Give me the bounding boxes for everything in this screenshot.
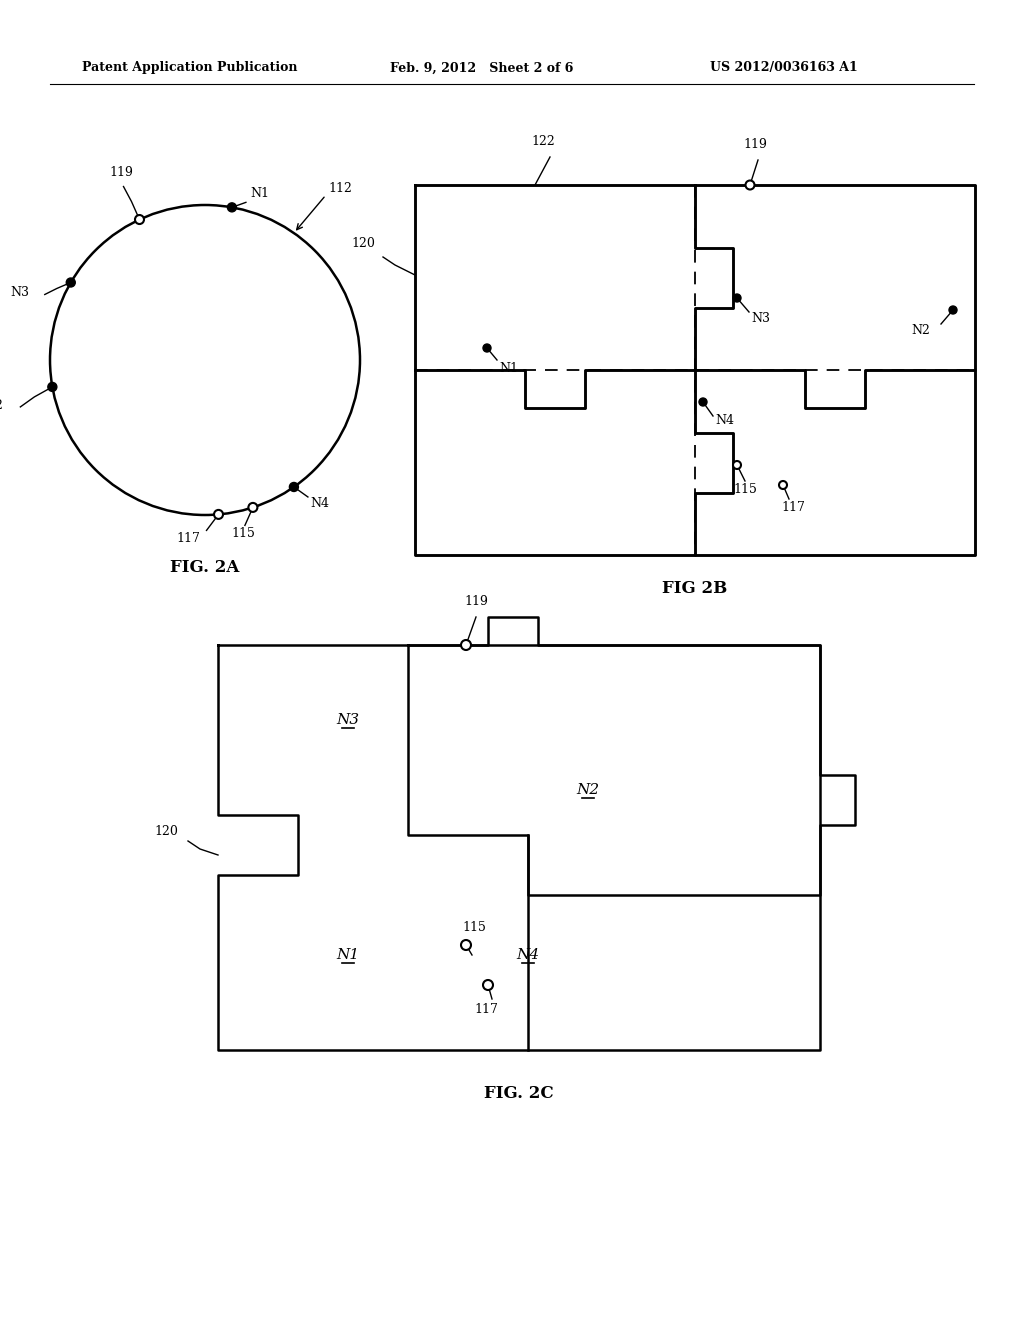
- Circle shape: [67, 279, 76, 286]
- Circle shape: [949, 306, 957, 314]
- Circle shape: [48, 383, 57, 392]
- Text: N3: N3: [751, 312, 770, 325]
- Circle shape: [699, 399, 707, 407]
- Text: 119: 119: [743, 139, 767, 150]
- Text: 117: 117: [781, 502, 805, 513]
- Circle shape: [290, 483, 298, 491]
- Circle shape: [483, 345, 490, 352]
- Text: 115: 115: [733, 483, 757, 496]
- Circle shape: [227, 203, 237, 211]
- Text: N2: N2: [911, 323, 930, 337]
- Text: N2: N2: [0, 399, 3, 412]
- Text: US 2012/0036163 A1: US 2012/0036163 A1: [710, 62, 858, 74]
- Text: 112: 112: [329, 182, 353, 194]
- Text: Patent Application Publication: Patent Application Publication: [82, 62, 298, 74]
- Text: N3: N3: [337, 713, 359, 727]
- Text: 119: 119: [464, 595, 488, 609]
- Circle shape: [214, 510, 223, 519]
- Text: 117: 117: [176, 532, 201, 545]
- Text: Feb. 9, 2012   Sheet 2 of 6: Feb. 9, 2012 Sheet 2 of 6: [390, 62, 573, 74]
- Circle shape: [461, 940, 471, 950]
- Text: 117: 117: [474, 1003, 498, 1016]
- Text: N1: N1: [499, 362, 518, 375]
- Text: N1: N1: [250, 187, 269, 201]
- Text: 122: 122: [531, 135, 555, 148]
- Text: 120: 120: [351, 238, 375, 249]
- Text: N2: N2: [577, 783, 600, 797]
- Circle shape: [461, 640, 471, 649]
- Text: 115: 115: [462, 921, 485, 935]
- Text: FIG. 2C: FIG. 2C: [484, 1085, 554, 1102]
- Text: N4: N4: [310, 496, 329, 510]
- Circle shape: [745, 181, 755, 190]
- Circle shape: [733, 461, 741, 469]
- Text: N1: N1: [337, 948, 359, 962]
- Text: 119: 119: [110, 165, 133, 178]
- Text: FIG 2B: FIG 2B: [663, 579, 728, 597]
- Text: N3: N3: [11, 286, 30, 300]
- Text: 120: 120: [154, 825, 178, 838]
- Text: N4: N4: [715, 414, 734, 426]
- Circle shape: [249, 503, 257, 512]
- Text: N4: N4: [516, 948, 540, 962]
- Circle shape: [779, 480, 787, 488]
- Circle shape: [483, 979, 493, 990]
- Text: FIG. 2A: FIG. 2A: [170, 558, 240, 576]
- Circle shape: [135, 215, 144, 224]
- Text: 115: 115: [231, 528, 255, 540]
- Circle shape: [733, 294, 741, 302]
